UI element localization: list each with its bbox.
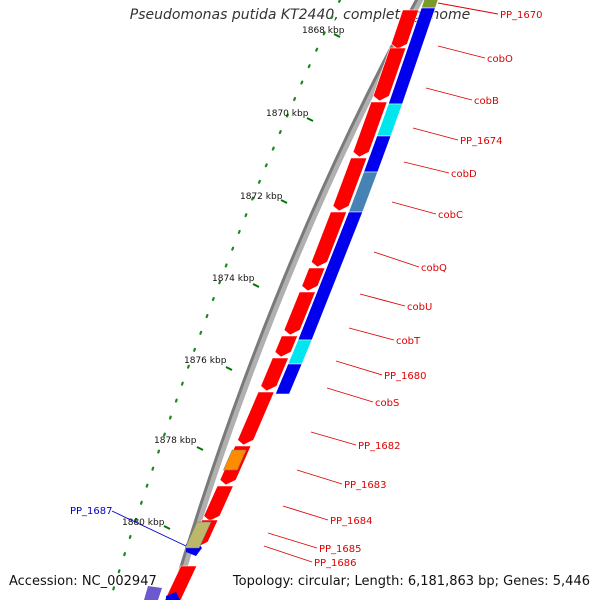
accession-text: Accession: NC_002947 bbox=[9, 574, 157, 589]
gene-label-cobB[interactable]: cobB bbox=[474, 96, 499, 107]
gene-label-cobO[interactable]: cobO bbox=[487, 54, 513, 65]
forward-strand-track bbox=[184, 0, 440, 549]
reverse-gene-arrow[interactable] bbox=[283, 291, 316, 336]
gene-label-cobQ[interactable]: cobQ bbox=[421, 263, 447, 274]
gene-label-PP_1684[interactable]: PP_1684 bbox=[330, 516, 373, 527]
gene-label-cobT[interactable]: cobT bbox=[396, 336, 421, 347]
leader-line bbox=[282, 505, 329, 521]
ruler-tick bbox=[196, 446, 204, 451]
gene-label-cobS[interactable]: cobS bbox=[375, 398, 399, 409]
leader-line bbox=[296, 469, 343, 485]
leader-line bbox=[263, 545, 313, 563]
leader-line bbox=[437, 45, 486, 59]
gene-label-cobC[interactable]: cobC bbox=[438, 210, 463, 221]
leader-line bbox=[373, 251, 420, 268]
gene-label-PP_1686[interactable]: PP_1686 bbox=[314, 558, 357, 569]
reverse-gene-arrow[interactable] bbox=[274, 335, 299, 358]
gene-block-unlabeled[interactable] bbox=[144, 586, 162, 600]
leader-line bbox=[403, 161, 450, 174]
reverse-gene-arrow[interactable] bbox=[301, 267, 326, 292]
ruler-tick bbox=[252, 283, 260, 288]
ruler-label: 1874 kbp bbox=[212, 274, 255, 284]
reverse-gene-arrow[interactable] bbox=[237, 391, 275, 446]
leader-line bbox=[359, 293, 406, 307]
leader-line bbox=[425, 87, 473, 101]
gene-label-PP_1682[interactable]: PP_1682 bbox=[358, 441, 401, 452]
ruler-label: 1876 kbp bbox=[184, 356, 227, 366]
leader-line bbox=[310, 431, 357, 446]
ruler-label: 1872 kbp bbox=[240, 192, 283, 202]
gene-label-PP_1687[interactable]: PP_1687 bbox=[70, 506, 113, 517]
reverse-gene-arrow[interactable] bbox=[390, 9, 420, 50]
reverse-gene-arrow[interactable] bbox=[164, 565, 198, 600]
gene-labels: PP_1670 cobO cobB PP_1674 cobD cobC cobQ cobU co… bbox=[70, 2, 543, 569]
ruler-label: 1880 kbp bbox=[122, 518, 165, 528]
leader-line bbox=[335, 360, 383, 376]
dotted-ring bbox=[108, 0, 342, 600]
reverse-gene-arrow[interactable] bbox=[372, 47, 407, 102]
leader-line bbox=[348, 327, 395, 341]
leader-line bbox=[111, 510, 187, 547]
ruler-tick bbox=[306, 117, 314, 122]
gene-block-PP_1685[interactable] bbox=[184, 521, 212, 549]
reverse-strand-track bbox=[144, 9, 420, 600]
reverse-gene-arrow[interactable] bbox=[310, 211, 348, 268]
leader-line bbox=[326, 387, 374, 403]
coordinate-ruler: 1868 kbp 1870 kbp 1872 kbp 1874 kbp 1876 kbp… bbox=[122, 26, 345, 530]
gene-label-PP_1680[interactable]: PP_1680 bbox=[384, 371, 427, 382]
reverse-gene-arrow[interactable] bbox=[260, 357, 289, 392]
ruler-tick bbox=[280, 199, 288, 204]
gene-label-PP_1685[interactable]: PP_1685 bbox=[319, 544, 362, 555]
ruler-label: 1878 kbp bbox=[154, 436, 197, 446]
ruler-tick bbox=[225, 366, 233, 371]
gene-label-cobU[interactable]: cobU bbox=[407, 302, 432, 313]
reverse-gene-arrow[interactable] bbox=[203, 485, 234, 522]
reverse-gene-arrow[interactable] bbox=[352, 101, 388, 158]
gene-label-PP_1670[interactable]: PP_1670 bbox=[500, 10, 543, 21]
ruler-label: 1870 kbp bbox=[266, 109, 309, 119]
gene-block-cobS[interactable] bbox=[274, 363, 303, 395]
ruler-tick bbox=[163, 525, 171, 530]
gene-label-cobD[interactable]: cobD bbox=[451, 169, 477, 180]
leader-line bbox=[267, 532, 318, 549]
reverse-gene-arrow[interactable] bbox=[332, 157, 368, 212]
leader-line bbox=[437, 2, 499, 15]
ruler-tick bbox=[333, 33, 341, 38]
topology-text: Topology: circular; Length: 6,181,863 bp… bbox=[232, 574, 590, 589]
gene-block-PP_1670[interactable] bbox=[420, 0, 440, 9]
leader-line bbox=[412, 127, 459, 141]
gene-block-PP_1683[interactable] bbox=[223, 449, 247, 471]
leader-line bbox=[391, 201, 437, 215]
gene-label-PP_1683[interactable]: PP_1683 bbox=[344, 480, 387, 491]
gene-block-unlabeled[interactable] bbox=[166, 592, 180, 600]
ruler-label: 1868 kbp bbox=[302, 26, 345, 36]
map-title: Pseudomonas putida KT2440, complete geno… bbox=[129, 7, 471, 23]
gene-label-PP_1674[interactable]: PP_1674 bbox=[460, 136, 503, 147]
